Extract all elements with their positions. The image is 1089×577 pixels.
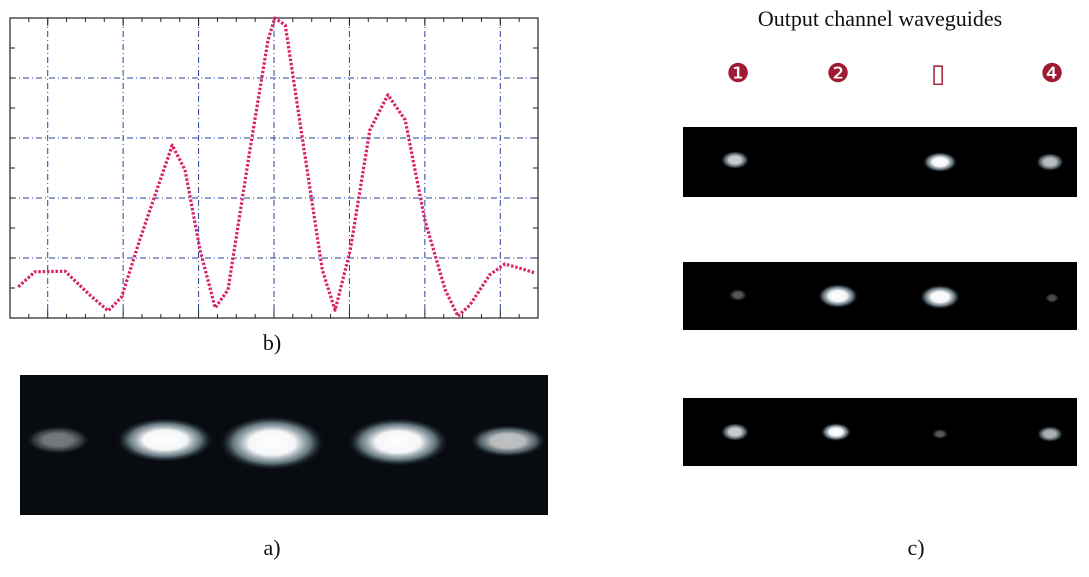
- image-c: [683, 127, 1077, 466]
- panel-label: b): [263, 330, 281, 355]
- channel-number: ❶: [726, 59, 749, 89]
- panel-title: Output channel waveguides: [758, 6, 1002, 31]
- channel-number: ▯: [931, 59, 945, 89]
- channel-number: ❷: [826, 59, 849, 89]
- panel-label: a): [263, 535, 280, 560]
- image-a: [20, 375, 548, 515]
- channel-number: ❹: [1040, 59, 1063, 89]
- panel-label: c): [907, 535, 924, 560]
- page: b) a) Output channel waveguides ❶ ❷ ▯ ❹ …: [0, 0, 1089, 577]
- figure: b) a) Output channel waveguides ❶ ❷ ▯ ❹ …: [0, 0, 1089, 572]
